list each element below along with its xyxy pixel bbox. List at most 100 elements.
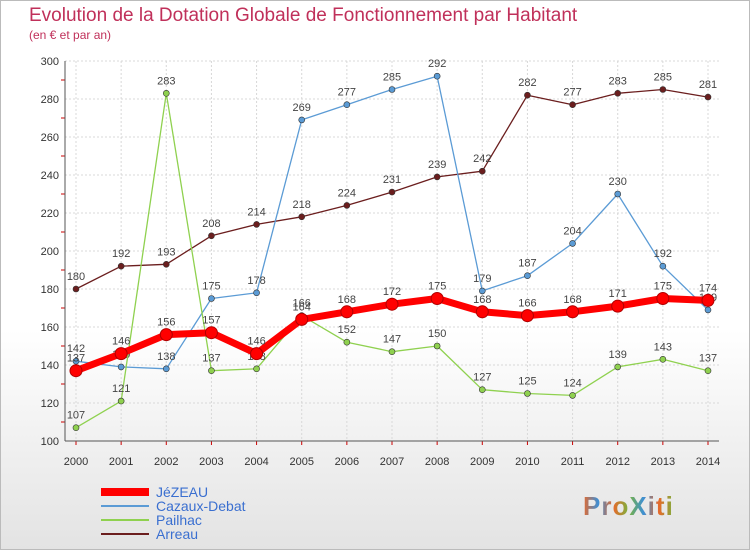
data-point-pailhac bbox=[524, 390, 531, 397]
data-point-cazaux-debat bbox=[524, 272, 531, 280]
data-label-arreau: 180 bbox=[67, 271, 85, 283]
data-point-arreau bbox=[704, 93, 712, 101]
data-point-pailhac bbox=[569, 392, 576, 399]
x-tick-label: 2009 bbox=[470, 456, 494, 468]
data-label-pailhac: 152 bbox=[338, 324, 356, 336]
x-tick-label: 2014 bbox=[696, 456, 720, 468]
data-label-arreau: 214 bbox=[247, 206, 265, 218]
data-label-cazaux-debat: 269 bbox=[293, 102, 311, 114]
data-label-pailhac: 137 bbox=[202, 353, 220, 365]
proxiti-logo: ProXiti bbox=[583, 491, 674, 522]
data-label-j-zeau: 146 bbox=[112, 336, 130, 348]
x-tick-label: 2004 bbox=[244, 456, 268, 468]
data-label-pailhac: 143 bbox=[654, 341, 672, 353]
y-tick-label: 100 bbox=[41, 436, 59, 448]
data-point-j-zeau bbox=[295, 312, 309, 326]
data-label-j-zeau: 166 bbox=[518, 298, 536, 310]
chart-subtitle: (en € et par an) bbox=[29, 28, 112, 42]
data-label-pailhac: 137 bbox=[699, 353, 717, 365]
data-point-pailhac bbox=[253, 365, 260, 373]
data-label-cazaux-debat: 277 bbox=[338, 87, 356, 99]
data-label-j-zeau: 172 bbox=[383, 286, 401, 298]
data-point-j-zeau bbox=[701, 293, 715, 307]
data-point-arreau bbox=[524, 91, 531, 99]
data-label-arreau: 231 bbox=[383, 174, 401, 186]
x-tick-label: 2010 bbox=[515, 456, 539, 468]
data-point-pailhac bbox=[72, 424, 80, 432]
data-point-pailhac bbox=[117, 397, 125, 405]
data-point-cazaux-debat bbox=[162, 365, 170, 373]
data-label-cazaux-debat: 175 bbox=[202, 281, 220, 293]
legend-entry: JéZEAU bbox=[156, 484, 208, 500]
x-tick-label: 2013 bbox=[651, 456, 675, 468]
data-point-arreau bbox=[388, 188, 396, 196]
legend-entry: Pailhac bbox=[156, 512, 202, 528]
x-tick-label: 2001 bbox=[109, 456, 133, 468]
data-point-pailhac bbox=[478, 386, 486, 394]
legend-entry: Cazaux-Debat bbox=[156, 498, 246, 514]
data-point-j-zeau bbox=[114, 347, 128, 361]
data-label-pailhac: 166 bbox=[293, 298, 311, 310]
y-tick-label: 180 bbox=[41, 284, 59, 296]
data-point-j-zeau bbox=[385, 297, 399, 311]
data-label-j-zeau: 146 bbox=[247, 336, 265, 348]
data-point-j-zeau bbox=[159, 328, 173, 342]
data-label-arreau: 277 bbox=[563, 87, 581, 99]
data-point-pailhac bbox=[433, 342, 441, 350]
data-label-arreau: 208 bbox=[202, 218, 220, 230]
data-label-j-zeau: 164 bbox=[293, 301, 311, 313]
data-label-cazaux-debat: 285 bbox=[383, 72, 401, 84]
data-point-cazaux-debat bbox=[704, 306, 712, 314]
x-tick-label: 2012 bbox=[605, 456, 629, 468]
data-label-pailhac: 283 bbox=[157, 75, 175, 87]
data-label-pailhac: 107 bbox=[67, 410, 85, 422]
data-label-cazaux-debat: 179 bbox=[473, 273, 491, 285]
data-label-arreau: 224 bbox=[338, 187, 356, 199]
data-label-pailhac: 139 bbox=[609, 349, 627, 361]
data-point-cazaux-debat bbox=[614, 190, 622, 198]
data-label-j-zeau: 171 bbox=[609, 288, 627, 300]
y-tick-label: 240 bbox=[41, 170, 59, 182]
y-tick-label: 160 bbox=[41, 322, 59, 334]
data-point-cazaux-debat bbox=[117, 363, 125, 371]
data-label-pailhac: 125 bbox=[518, 376, 536, 388]
data-label-j-zeau: 168 bbox=[473, 294, 491, 306]
data-point-cazaux-debat bbox=[433, 72, 441, 80]
data-label-j-zeau: 157 bbox=[202, 315, 220, 327]
x-tick-label: 2005 bbox=[289, 456, 313, 468]
data-label-arreau: 285 bbox=[654, 72, 672, 84]
data-label-arreau: 242 bbox=[473, 153, 491, 165]
data-label-arreau: 218 bbox=[293, 199, 311, 211]
legend-entry: Arreau bbox=[156, 526, 198, 542]
data-point-arreau bbox=[569, 101, 576, 108]
data-point-cazaux-debat bbox=[569, 240, 576, 247]
y-tick-label: 300 bbox=[41, 56, 59, 68]
x-tick-label: 2011 bbox=[561, 456, 585, 468]
data-point-arreau bbox=[343, 202, 351, 209]
data-label-pailhac: 147 bbox=[383, 334, 401, 346]
x-tick-label: 2008 bbox=[425, 456, 449, 468]
data-label-j-zeau: 168 bbox=[338, 294, 356, 306]
data-point-pailhac bbox=[614, 363, 622, 371]
data-label-pailhac: 121 bbox=[112, 383, 130, 395]
data-point-j-zeau bbox=[611, 299, 625, 313]
data-label-j-zeau: 175 bbox=[428, 281, 446, 293]
data-point-j-zeau bbox=[520, 309, 534, 323]
data-label-j-zeau: 168 bbox=[563, 294, 581, 306]
logo-text: ProXiti bbox=[583, 491, 674, 521]
data-point-pailhac bbox=[208, 367, 215, 375]
data-point-arreau bbox=[253, 221, 260, 228]
data-point-cazaux-debat bbox=[478, 287, 486, 295]
x-tick-label: 2000 bbox=[64, 456, 88, 468]
data-point-j-zeau bbox=[566, 305, 580, 319]
data-point-pailhac bbox=[388, 348, 396, 356]
data-point-j-zeau bbox=[340, 305, 354, 319]
data-label-j-zeau: 175 bbox=[654, 281, 672, 293]
y-tick-label: 140 bbox=[41, 360, 59, 372]
data-point-cazaux-debat bbox=[298, 116, 306, 124]
data-label-pailhac: 127 bbox=[473, 372, 491, 384]
data-point-j-zeau bbox=[656, 292, 670, 305]
data-label-j-zeau: 174 bbox=[699, 282, 717, 294]
data-label-arreau: 239 bbox=[428, 159, 446, 171]
data-label-pailhac: 150 bbox=[428, 328, 446, 340]
